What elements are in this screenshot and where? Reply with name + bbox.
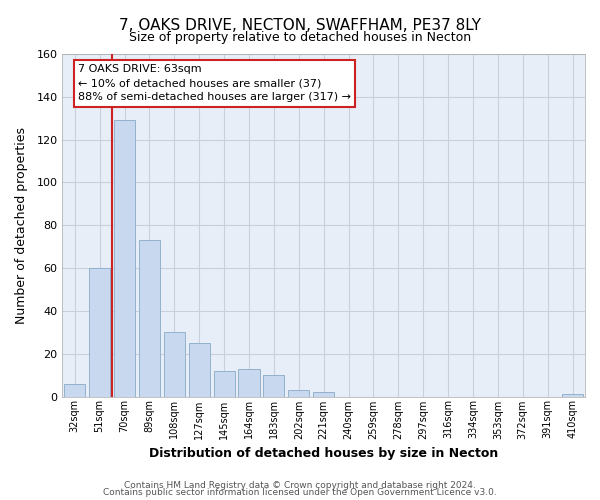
Text: Size of property relative to detached houses in Necton: Size of property relative to detached ho… xyxy=(129,31,471,44)
Bar xyxy=(288,390,310,396)
Bar xyxy=(214,371,235,396)
Bar xyxy=(89,268,110,396)
Bar xyxy=(188,343,210,396)
Bar xyxy=(164,332,185,396)
Bar xyxy=(139,240,160,396)
Bar xyxy=(313,392,334,396)
Y-axis label: Number of detached properties: Number of detached properties xyxy=(15,127,28,324)
Text: Contains public sector information licensed under the Open Government Licence v3: Contains public sector information licen… xyxy=(103,488,497,497)
Bar xyxy=(562,394,583,396)
Bar xyxy=(263,375,284,396)
Text: 7 OAKS DRIVE: 63sqm
← 10% of detached houses are smaller (37)
88% of semi-detach: 7 OAKS DRIVE: 63sqm ← 10% of detached ho… xyxy=(78,64,351,102)
Bar xyxy=(64,384,85,396)
Text: Contains HM Land Registry data © Crown copyright and database right 2024.: Contains HM Land Registry data © Crown c… xyxy=(124,480,476,490)
Bar xyxy=(114,120,135,396)
Bar xyxy=(238,368,260,396)
X-axis label: Distribution of detached houses by size in Necton: Distribution of detached houses by size … xyxy=(149,447,498,460)
Text: 7, OAKS DRIVE, NECTON, SWAFFHAM, PE37 8LY: 7, OAKS DRIVE, NECTON, SWAFFHAM, PE37 8L… xyxy=(119,18,481,32)
